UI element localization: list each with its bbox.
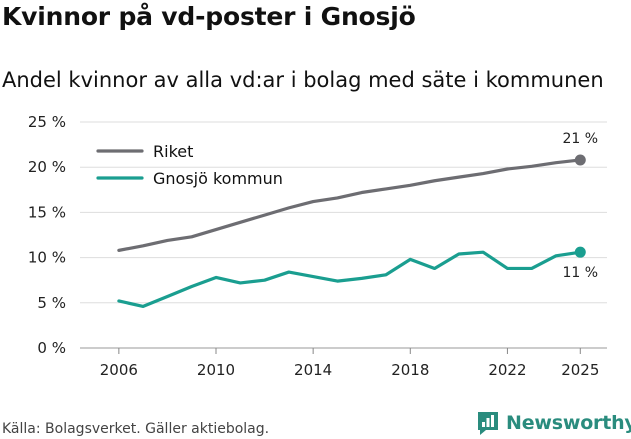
series-line-gnosjo	[117, 250, 582, 309]
y-axis-ticks: 0 % 5 % 10 % 15 % 20 % 25 %	[28, 113, 66, 357]
x-tick-label: 2018	[391, 361, 429, 379]
legend-label: Riket	[153, 142, 193, 161]
series-end-point	[574, 154, 586, 166]
x-axis-ticks: 2006 2010 2014 2018 2022 2025	[100, 348, 599, 379]
grid-lines	[80, 121, 607, 349]
y-tick-label: 15 %	[28, 203, 66, 221]
x-tick-label: 2022	[488, 361, 526, 379]
brand-name: Newsworthy	[506, 412, 631, 434]
chart-subtitle: Andel kvinnor av alla vd:ar i bolag med …	[2, 68, 604, 92]
x-tick-label: 2010	[197, 361, 235, 379]
y-tick-label: 20 %	[28, 158, 66, 176]
y-tick-label: 10 %	[28, 249, 66, 267]
series-end-point	[574, 246, 586, 258]
series-end-label: 21 %	[562, 131, 598, 147]
series-lines: 21 % 11 %	[117, 131, 598, 309]
chart-title: Kvinnor på vd-poster i Gnosjö	[2, 2, 416, 31]
brand-logo: Newsworthy	[476, 408, 631, 438]
legend-label: Gnosjö kommun	[153, 169, 283, 188]
x-tick-label: 2006	[100, 361, 138, 379]
source-note: Källa: Bolagsverket. Gäller aktiebolag.	[2, 421, 270, 437]
y-tick-label: 25 %	[28, 113, 66, 131]
y-tick-label: 5 %	[37, 294, 66, 312]
series-line-riket	[117, 158, 582, 252]
x-tick-label: 2025	[561, 361, 599, 379]
newsworthy-logo-icon	[478, 412, 498, 435]
legend: Riket Gnosjö kommun	[96, 142, 283, 188]
y-tick-label: 0 %	[37, 339, 66, 357]
series-end-label: 11 %	[562, 265, 598, 281]
x-tick-label: 2014	[294, 361, 332, 379]
